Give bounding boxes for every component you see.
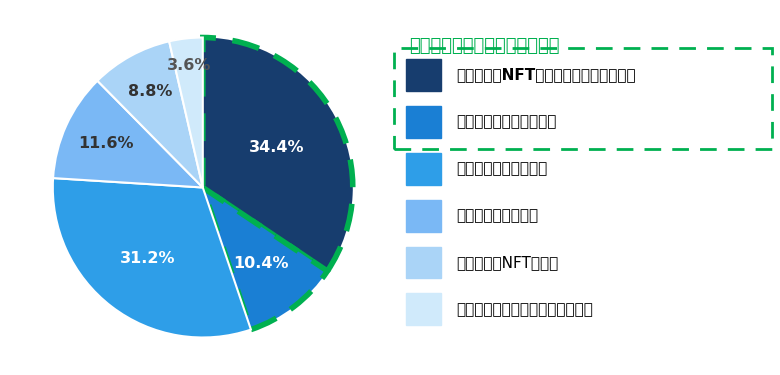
Wedge shape [53,81,203,188]
Text: 11.6%: 11.6% [78,136,133,151]
Bar [406,293,441,325]
Text: 8.8%: 8.8% [128,84,172,99]
Text: 購入後に値下がりしそう: 購入後に値下がりしそう [456,114,557,129]
Text: 購入手順がわからない: 購入手順がわからない [456,161,548,176]
Text: 相場が低辷している: 相場が低辷している [456,208,538,223]
Text: 販売価格が高いため、迥っている: 販売価格が高いため、迥っている [456,302,593,317]
Bar [406,200,441,231]
Wedge shape [98,41,203,188]
Wedge shape [53,178,251,338]
Wedge shape [203,188,328,330]
Text: 10.4%: 10.4% [233,256,289,271]
Text: 保有したいNFTが無い: 保有したいNFTが無い [456,255,558,270]
Text: 31.2%: 31.2% [120,252,176,267]
Bar [406,153,441,184]
Text: 3.6%: 3.6% [167,58,211,73]
Bar [406,247,441,278]
Text: 価値のあるNFTの見極め方がわからない: 価値のあるNFTの見極め方がわからない [456,68,636,82]
Bar [406,59,441,91]
Wedge shape [169,38,203,188]
Text: 投資的な理由の回答割合が高い: 投資的な理由の回答割合が高い [410,38,560,56]
Text: 34.4%: 34.4% [249,141,305,156]
Bar [406,106,441,138]
Wedge shape [203,38,353,271]
